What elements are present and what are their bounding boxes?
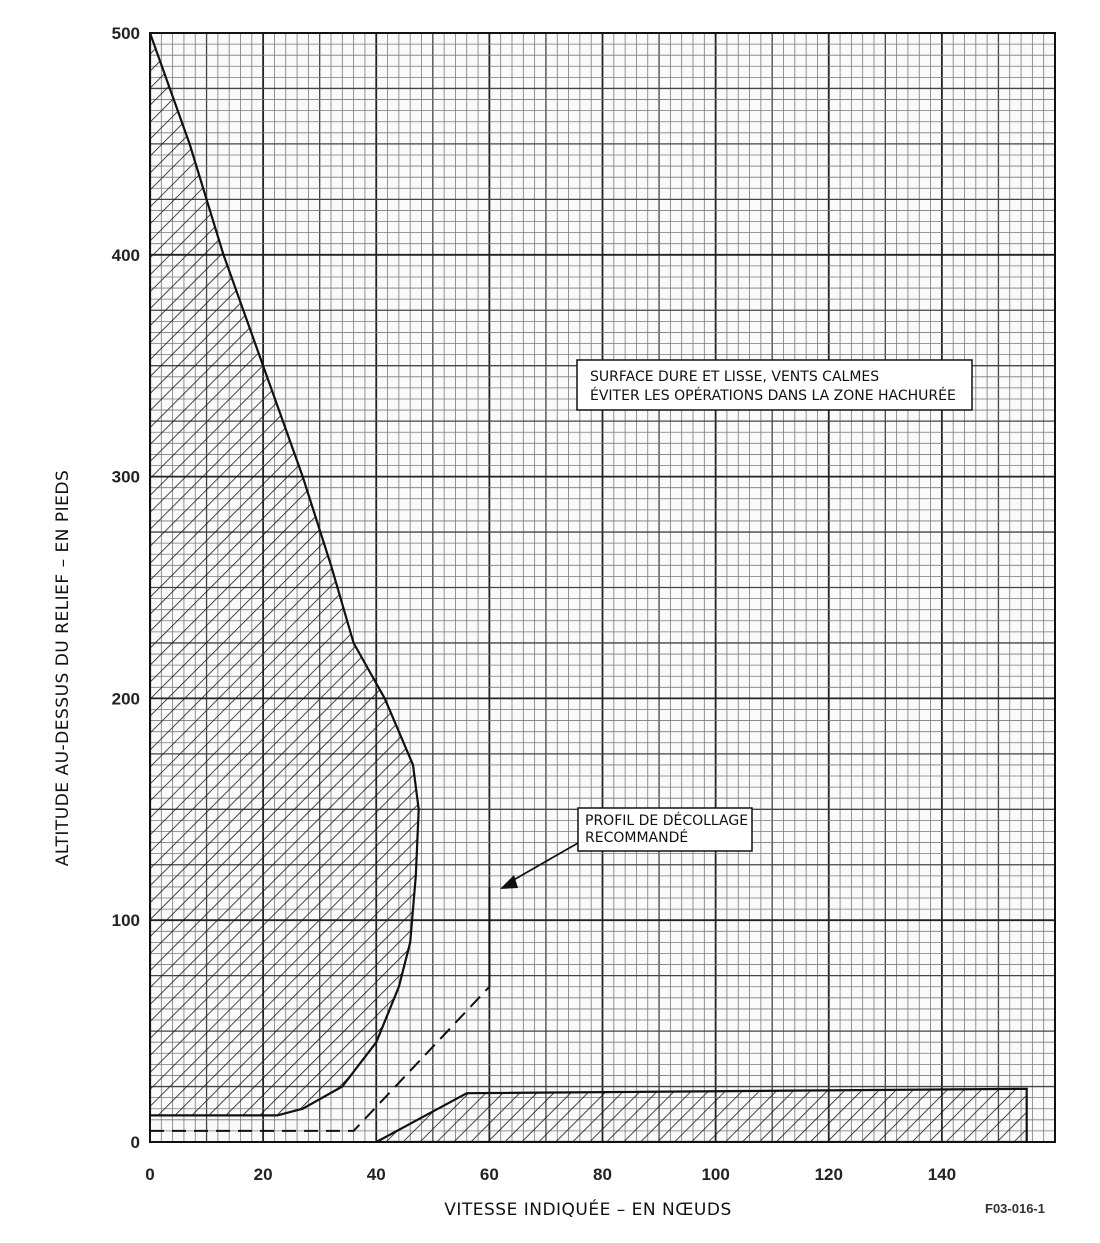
annotation-line-2: ÉVITER LES OPÉRATIONS DANS LA ZONE HACHU… [590, 387, 956, 404]
takeoff-profile-dashed [150, 986, 491, 1132]
tick-labels: 0 20 40 60 80 100 120 140 0 100 200 300 400 500 [112, 24, 956, 1184]
profile-label-line-1: PROFIL DE DÉCOLLAGE [585, 812, 748, 829]
x-tick-label: 40 [367, 1165, 386, 1184]
y-tick-label: 400 [112, 246, 140, 265]
x-tick-label: 20 [254, 1165, 273, 1184]
annotation-box: SURFACE DURE ET LISSE, VENTS CALMES ÉVIT… [576, 359, 973, 411]
avoid-zones [150, 33, 1028, 1142]
y-tick-label: 0 [131, 1133, 140, 1152]
x-tick-label: 60 [480, 1165, 499, 1184]
x-tick-label: 120 [815, 1165, 843, 1184]
y-tick-label: 200 [112, 689, 140, 708]
y-tick-label: 300 [112, 468, 140, 487]
x-tick-label: 0 [145, 1165, 154, 1184]
takeoff-profile [150, 886, 491, 1132]
callout-arrowhead [500, 875, 518, 889]
annotation-line-1: SURFACE DURE ET LISSE, VENTS CALMES [590, 369, 879, 385]
x-tick-label: 140 [928, 1165, 956, 1184]
profile-label-callout: PROFIL DE DÉCOLLAGE RECOMMANDÉ [500, 807, 753, 889]
x-axis-title: VITESSE INDIQUÉE – EN NŒUDS [444, 1198, 732, 1220]
x-tick-label: 80 [593, 1165, 612, 1184]
callout-arrow-line [509, 842, 579, 883]
lower-avoid-zone [375, 1087, 1028, 1142]
y-tick-label: 100 [112, 911, 140, 930]
upper-avoid-zone [150, 33, 420, 1117]
figure-id: F03-016-1 [985, 1201, 1045, 1216]
profile-label-line-2: RECOMMANDÉ [585, 829, 688, 846]
y-tick-label: 500 [112, 24, 140, 43]
x-tick-label: 100 [701, 1165, 729, 1184]
y-axis-title: ALTITUDE AU-DESSUS DU RELIEF – EN PIEDS [53, 470, 73, 867]
